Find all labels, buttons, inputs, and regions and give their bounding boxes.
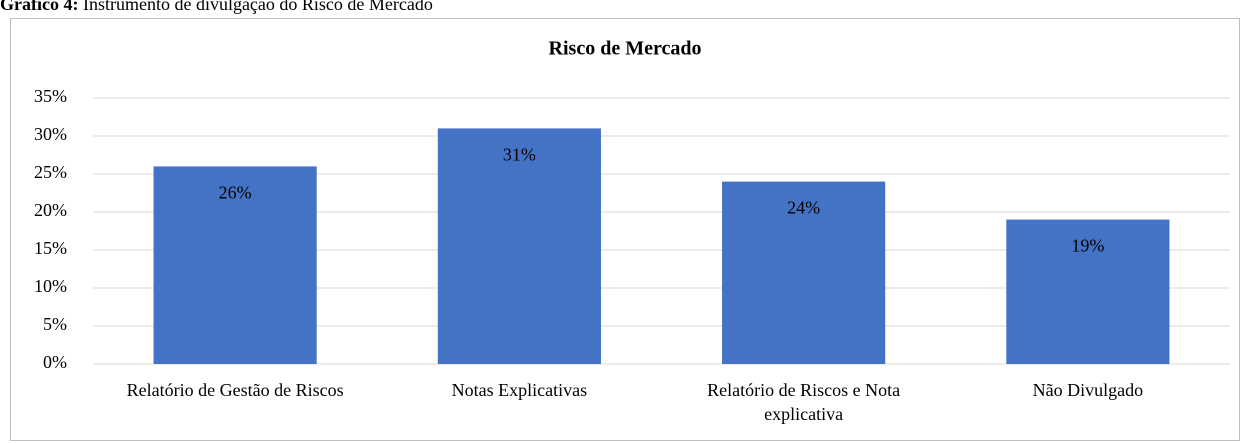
x-tick-label: Relatório de Gestão de Riscos [127,380,344,400]
label-line: explicativa [764,404,843,424]
bar [1006,219,1170,364]
y-tick-label: 5% [43,314,67,334]
y-tick-label: 30% [34,124,67,144]
data-label: 31% [503,145,536,165]
x-tick-label: Notas Explicativas [452,380,587,400]
data-label: 24% [787,198,820,218]
label-line: Relatório de Gestão de Riscos [127,380,344,400]
y-tick-label: 35% [34,86,67,106]
chart-frame [10,18,1240,441]
y-tick-label: 25% [34,162,67,182]
label-line: Relatório de Riscos e Nota [707,380,900,400]
label-line: Notas Explicativas [452,380,587,400]
caption: Gráfico 4: Instrumento de divulgação do … [0,0,433,14]
bar [722,181,886,364]
y-tick-label: 15% [34,238,67,258]
bar [153,166,317,364]
data-label: 19% [1071,236,1104,256]
y-tick-label: 0% [43,352,67,372]
data-label: 26% [219,183,252,203]
caption-text: Instrumento de divulgação do Risco de Me… [83,0,433,14]
label-line: Não Divulgado [1033,380,1143,400]
y-tick-label: 20% [34,200,67,220]
bar [437,128,601,364]
x-tick-label: Não Divulgado [1033,380,1143,400]
y-tick-label: 10% [34,276,67,296]
x-tick-label: Relatório de Riscos e Nota explicativa [707,380,900,424]
caption-label: Gráfico 4: [0,0,78,14]
chart-title: Risco de Mercado [549,38,702,60]
